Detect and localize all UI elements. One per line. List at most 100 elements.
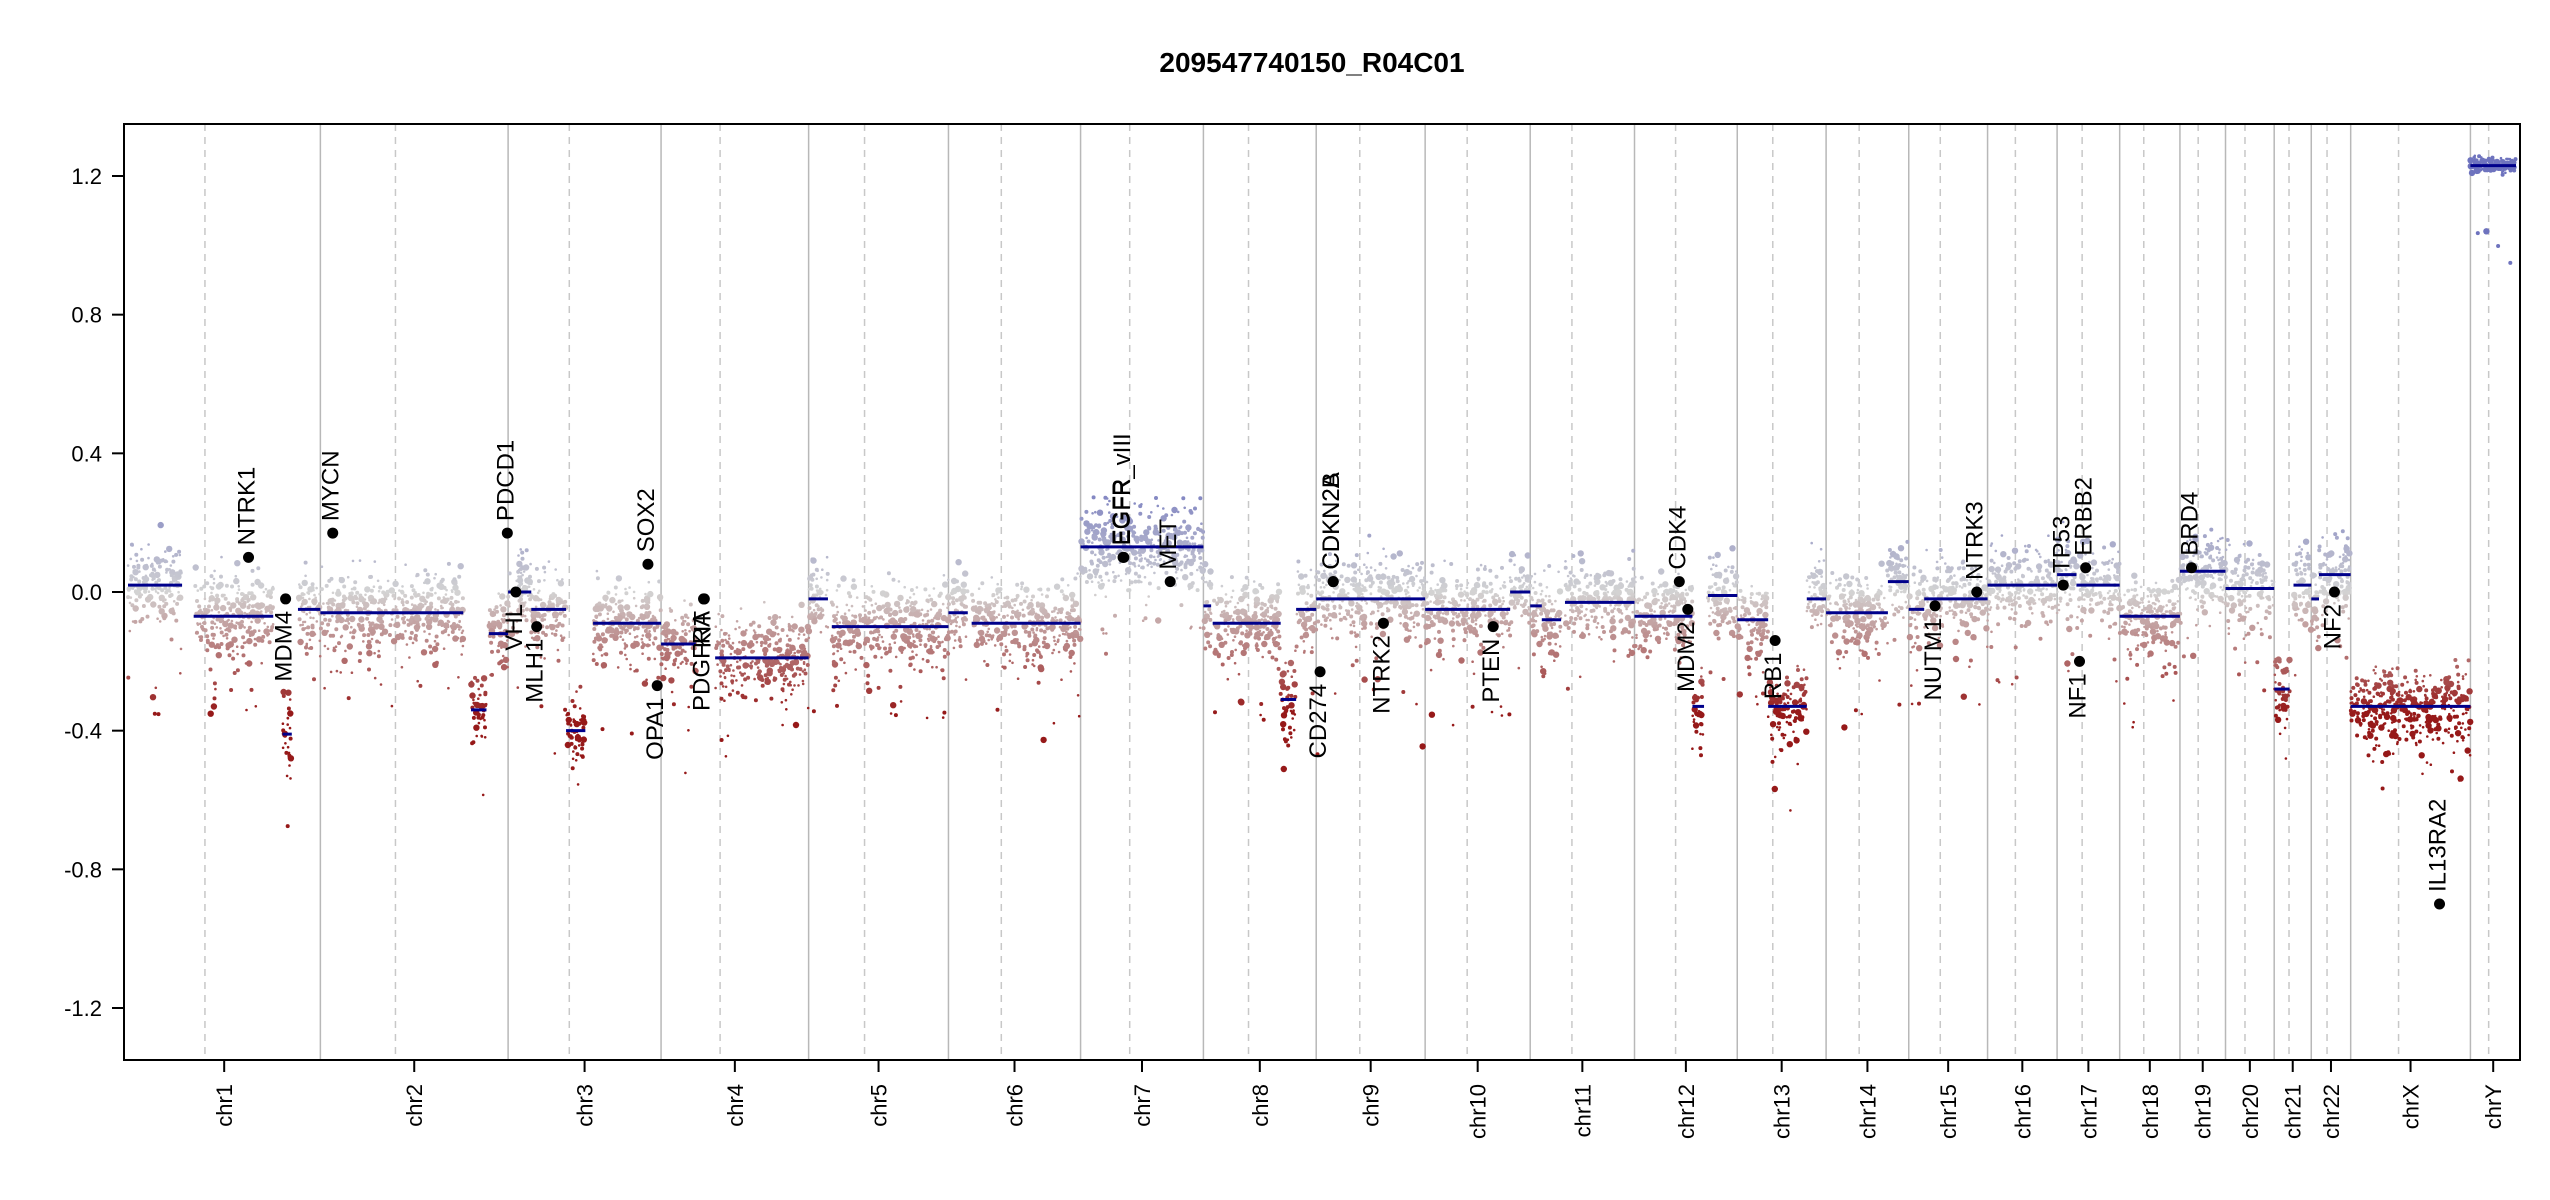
probe-point <box>1164 513 1169 518</box>
probe-point <box>1025 595 1029 598</box>
probe-point <box>323 644 327 648</box>
probe-point <box>1711 598 1714 601</box>
probe-point <box>1727 565 1730 569</box>
probe-point <box>889 620 894 625</box>
probe-point <box>473 701 481 709</box>
probe-point <box>1615 589 1622 596</box>
probe-point <box>1572 584 1577 589</box>
probe-point <box>295 594 303 601</box>
probe-point <box>1271 624 1274 628</box>
probe-point <box>778 616 782 619</box>
probe-point <box>1690 623 1693 626</box>
probe-point <box>1694 729 1699 734</box>
probe-point <box>257 629 261 632</box>
probe-point <box>245 708 248 712</box>
probe-point <box>1593 615 1598 620</box>
probe-point <box>941 716 945 719</box>
probe-point <box>386 579 390 583</box>
probe-point <box>1097 583 1105 590</box>
probe-point <box>1667 588 1675 595</box>
probe-point <box>830 602 835 607</box>
probe-point <box>1433 637 1437 640</box>
probe-point <box>843 661 846 665</box>
probe-point <box>435 642 440 647</box>
probe-point <box>581 719 588 726</box>
probe-point <box>1139 534 1144 539</box>
probe-point <box>1570 604 1574 607</box>
probe-point <box>260 661 264 665</box>
probe-point <box>1398 613 1403 618</box>
probe-point <box>1038 665 1045 673</box>
probe-point <box>1658 605 1663 610</box>
probe-point <box>518 604 523 608</box>
probe-point <box>1353 631 1357 634</box>
probe-point <box>390 589 395 594</box>
probe-point <box>1106 547 1110 551</box>
probe-point <box>1112 535 1117 540</box>
probe-point <box>1038 654 1043 659</box>
probe-point <box>156 591 160 595</box>
probe-point <box>581 754 585 757</box>
probe-point <box>347 622 351 625</box>
probe-point <box>925 716 929 720</box>
probe-point <box>872 636 877 641</box>
probe-point <box>814 584 819 589</box>
probe-point <box>1143 616 1148 621</box>
probe-point <box>1281 727 1285 732</box>
probe-point <box>1202 561 1209 568</box>
probe-point <box>1234 605 1237 609</box>
probe-point <box>342 594 346 599</box>
probe-point <box>1540 635 1544 639</box>
probe-point <box>605 629 610 634</box>
probe-point <box>1442 618 1445 621</box>
probe-point <box>1437 637 1444 644</box>
probe-point <box>198 622 202 626</box>
probe-point <box>1670 604 1673 608</box>
probe-point <box>1786 689 1790 692</box>
probe-point <box>606 590 610 594</box>
probe-point <box>1319 562 1324 567</box>
probe-point <box>400 633 405 638</box>
probe-point <box>552 611 559 618</box>
probe-point <box>807 588 811 591</box>
probe-point <box>632 596 636 600</box>
probe-point <box>931 665 934 669</box>
probe-point <box>745 663 750 668</box>
probe-point <box>1531 652 1536 657</box>
probe-point <box>962 595 967 600</box>
probe-point <box>480 735 484 738</box>
probe-point <box>411 588 416 593</box>
probe-point <box>1325 603 1330 608</box>
probe-point <box>1429 587 1433 590</box>
probe-point <box>1408 616 1413 621</box>
probe-point <box>1203 568 1206 571</box>
probe-point <box>1242 588 1246 591</box>
probe-point <box>1051 610 1054 613</box>
probe-point <box>594 614 599 619</box>
probe-point <box>1603 571 1608 576</box>
probe-point <box>884 650 889 655</box>
probe-point <box>1493 610 1496 613</box>
probe-point <box>431 645 439 653</box>
probe-point <box>890 702 897 709</box>
probe-point <box>153 569 157 572</box>
probe-point <box>517 554 520 557</box>
probe-point <box>789 644 796 651</box>
probe-point <box>241 653 246 658</box>
probe-point <box>801 649 808 656</box>
probe-point <box>305 631 310 636</box>
probe-point <box>1451 723 1455 727</box>
probe-point <box>1782 692 1785 695</box>
probe-point <box>358 651 363 656</box>
probe-point <box>1227 625 1230 628</box>
probe-point <box>960 588 967 595</box>
probe-point <box>606 605 613 612</box>
probe-point <box>612 610 615 614</box>
probe-point <box>799 649 802 653</box>
probe-point <box>1407 580 1410 583</box>
probe-point <box>1091 534 1098 541</box>
probe-point <box>1517 594 1521 599</box>
probe-point <box>912 635 915 638</box>
probe-point <box>951 600 956 605</box>
probe-point <box>1335 636 1340 641</box>
